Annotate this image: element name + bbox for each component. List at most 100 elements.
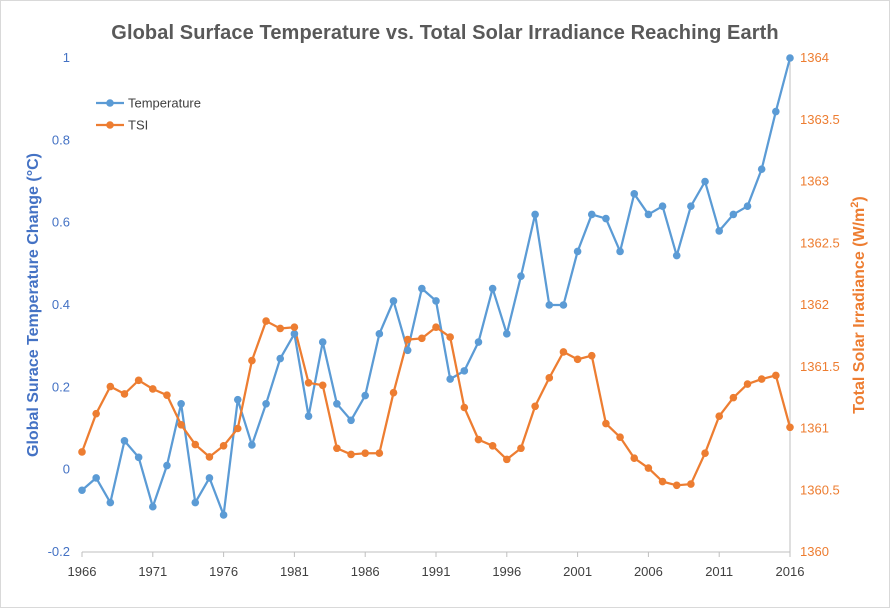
data-point-tsi [672,481,681,490]
data-point-temperature [318,338,327,346]
left-tick-label: 0.8 [52,132,70,147]
data-point-tsi [163,391,171,399]
data-point-temperature [602,214,610,223]
data-point-temperature [460,367,469,375]
data-point-temperature [361,391,370,400]
x-tick-label: 2006 [634,564,663,579]
data-point-tsi [361,449,370,458]
legend-marker-tsi [106,121,114,129]
data-point-temperature [446,375,454,383]
data-point-tsi [106,382,115,391]
data-point-tsi [616,433,624,441]
data-point-temperature [786,54,794,62]
right-tick-label: 1361.5 [800,359,840,374]
data-point-temperature [687,202,695,210]
right-tick-label: 1362 [800,297,829,312]
data-point-tsi [772,371,780,380]
x-tick-label: 2001 [563,564,592,579]
data-point-tsi [488,441,497,450]
data-point-temperature [573,247,582,256]
data-point-temperature [92,474,100,482]
x-tick-label: 1981 [280,564,309,579]
data-point-temperature [531,210,539,219]
data-point-tsi [191,440,200,449]
legend-label-temperature: Temperature [128,96,201,111]
data-point-tsi [743,380,752,388]
data-point-temperature [134,453,143,462]
data-point-tsi [644,464,653,472]
data-point-temperature [432,297,440,305]
data-point-temperature [729,210,738,219]
data-point-temperature [418,284,426,293]
data-point-tsi [658,477,667,486]
data-point-temperature [163,461,171,470]
series-points [78,54,794,519]
left-tick-label: 0.6 [52,215,70,230]
left-axis-ticks: -0.2 0 0.2 0.4 0.6 0.8 1 [48,50,70,559]
data-point-temperature [120,437,129,445]
data-point-temperature [333,400,341,408]
data-point-temperature [290,330,299,338]
data-point-temperature [559,301,568,309]
chart-title: Global Surface Temperature vs. Total Sol… [111,22,779,44]
data-point-tsi [587,351,596,360]
data-point-tsi [531,402,539,411]
x-tick-label: 1996 [492,564,521,579]
right-axis-title: Total Solar Irradiance (W/m2) [849,196,868,413]
data-point-tsi [149,385,157,393]
data-point-tsi [262,317,270,325]
series-lines [80,57,792,517]
data-point-tsi [134,376,143,385]
right-tick-label: 1360.5 [800,482,840,497]
data-point-tsi [248,356,256,365]
data-point-tsi [503,455,511,464]
data-point-temperature [587,210,596,219]
x-tick-label: 1976 [209,564,238,579]
data-point-tsi [219,441,228,450]
data-point-temperature [389,297,398,305]
data-point-tsi [432,323,440,332]
data-point-tsi [304,379,313,387]
data-point-temperature [177,400,185,408]
data-point-tsi [630,454,639,462]
left-tick-label: 0.2 [52,379,70,394]
right-axis-ticks: 1360 1360.5 1361 1361.5 1362 1362.5 1363 1363.5… [800,50,840,559]
right-tick-label: 1363 [800,174,829,189]
data-point-temperature [304,412,313,420]
data-point-tsi [729,393,738,402]
right-tick-label: 1360 [800,544,829,559]
data-point-tsi [318,381,327,390]
data-point-temperature [644,210,653,219]
data-point-temperature [658,202,667,210]
data-point-temperature [191,498,200,507]
data-point-temperature [347,416,355,425]
data-point-tsi [687,480,695,488]
data-point-tsi [333,444,341,453]
x-tick-label: 2011 [705,564,733,579]
left-tick-label: -0.2 [48,544,70,559]
x-tick-label: 2016 [776,564,805,579]
data-point-temperature [672,251,681,260]
data-point-tsi [545,374,554,382]
data-point-temperature [233,395,242,404]
data-point-tsi [375,449,384,458]
data-point-tsi [460,403,469,412]
data-point-tsi [602,419,610,428]
data-point-temperature [545,301,554,309]
data-point-tsi [446,333,454,341]
data-point-temperature [715,227,723,235]
data-point-temperature [276,354,285,363]
data-point-temperature [219,511,228,519]
data-point-temperature [757,165,766,173]
data-point-tsi [559,348,568,356]
left-axis-title: Global Surace Temperature Change (°C) [25,153,42,457]
data-point-tsi [474,435,483,444]
x-tick-label: 1986 [351,564,380,579]
series-line-temperature [81,57,792,517]
data-point-tsi [418,334,426,343]
x-tick-label: 1971 [138,564,167,579]
x-axis-ticks: 1966 1971 1976 1981 1986 1991 1996 2001 2006 2011… [68,552,805,579]
data-point-tsi [120,390,129,398]
data-point-temperature [106,498,115,507]
